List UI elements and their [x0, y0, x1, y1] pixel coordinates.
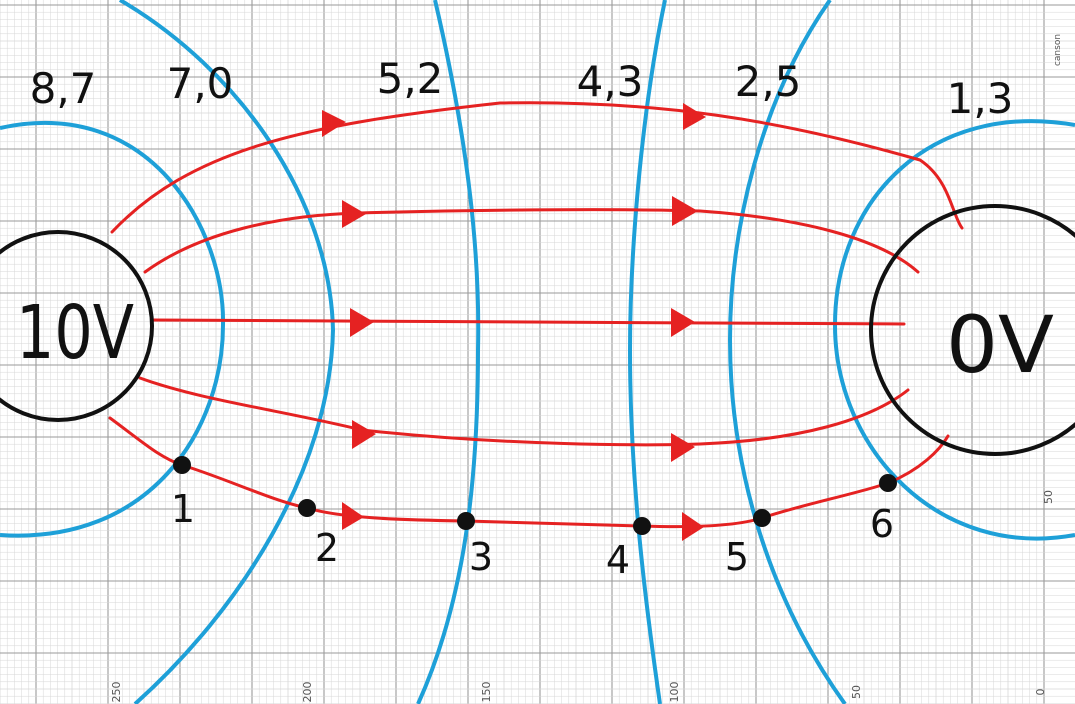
point-dot-3: [457, 512, 475, 530]
equipotential-line-3: [416, 0, 481, 704]
arrow-upper-left: [342, 200, 366, 228]
potential-labels: 8,7 7,0 5,2 4,3 2,5 1,3: [30, 54, 1014, 123]
point-dot-5: [753, 509, 771, 527]
potential-label-6: 1,3: [947, 74, 1014, 123]
left-electrode: [0, 230, 154, 422]
field-arrows: [322, 103, 706, 541]
field-line-top: [110, 101, 964, 234]
arrow-upper-right: [672, 196, 698, 226]
equipotential-line-2: [118, 0, 336, 704]
point-labels: 1 2 3 4 5 6: [171, 487, 894, 582]
scale-label-50: 50: [850, 685, 863, 699]
scale-label-250: 250: [110, 682, 123, 703]
point-label-6: 6: [870, 502, 894, 546]
potential-label-1: 8,7: [30, 64, 97, 113]
point-label-5: 5: [725, 535, 749, 579]
right-scale-label-50: 50: [1042, 490, 1055, 504]
field-line-upper: [143, 208, 920, 274]
right-electrode-label: 0V: [946, 301, 1054, 391]
potential-label-2: 7,0: [167, 59, 234, 108]
scale-label-150: 150: [480, 682, 493, 703]
measurement-points: [173, 456, 897, 535]
equipotential-line-1: [0, 120, 226, 538]
field-line-lower: [138, 376, 910, 447]
electrodes: [0, 204, 1075, 456]
point-dot-2: [298, 499, 316, 517]
left-electrode-label: 10V: [16, 290, 134, 376]
point-dot-4: [633, 517, 651, 535]
point-label-3: 3: [469, 535, 493, 579]
arrow-middle-left: [350, 308, 374, 337]
potential-label-5: 2,5: [735, 57, 802, 106]
arrow-middle-right: [671, 308, 695, 337]
scale-label-200: 200: [301, 682, 314, 703]
equipotential-line-4: [627, 0, 667, 704]
arrow-lower-left: [352, 420, 376, 449]
arrow-bottom-right: [682, 512, 704, 541]
point-dot-1: [173, 456, 191, 474]
potential-label-4: 4,3: [577, 57, 644, 106]
arrow-top-right: [683, 103, 706, 130]
arrow-top-left: [322, 110, 346, 137]
arrow-bottom-left: [342, 502, 364, 530]
field-lines: [108, 101, 964, 529]
field-line-middle: [150, 318, 906, 326]
potential-label-3: 5,2: [377, 54, 444, 103]
field-line-bottom: [108, 416, 950, 529]
paper-scale: 250 200 150 100 50 0 50 canson: [110, 34, 1063, 703]
right-electrode: [869, 204, 1075, 456]
arrow-lower-right: [671, 433, 695, 462]
paper-brand: canson: [1053, 34, 1063, 66]
point-label-4: 4: [606, 538, 630, 582]
scale-label-0: 0: [1034, 689, 1047, 696]
point-label-2: 2: [315, 526, 339, 570]
point-dot-6: [879, 474, 897, 492]
point-label-1: 1: [171, 487, 195, 531]
equipotential-line-5: [727, 0, 847, 704]
scale-label-100: 100: [668, 682, 681, 703]
